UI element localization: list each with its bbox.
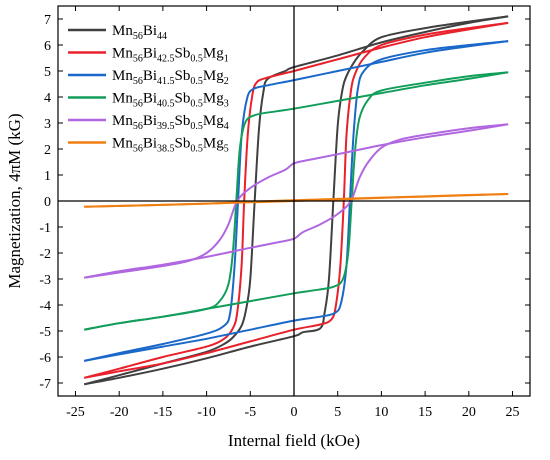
y-tick-label: -1 — [39, 221, 51, 236]
y-tick-label: 5 — [44, 65, 51, 80]
series-4-lower-branch — [84, 71, 509, 331]
x-tick-label: -25 — [66, 405, 85, 420]
x-tick-label: 10 — [374, 405, 388, 420]
y-tick-label: -7 — [39, 377, 51, 392]
legend-label: Mn56Bi39.5Sb0.5Mg4 — [112, 113, 229, 132]
x-tick-label: -10 — [197, 405, 216, 420]
legend-item-6: Mn56Bi38.5Sb0.5Mg5 — [68, 136, 229, 155]
legend-item-4: Mn56Bi40.5Sb0.5Mg3 — [68, 91, 229, 110]
y-tick-label: 3 — [44, 117, 51, 132]
series-2-upper-branch — [83, 21, 509, 379]
series-1-upper-branch — [83, 15, 509, 386]
x-tick-label: 5 — [334, 405, 341, 420]
legend-label: Mn56Bi38.5Sb0.5Mg5 — [112, 136, 229, 155]
series-2-lower-branch — [84, 21, 509, 379]
legend-label: Mn56Bi41.5Sb0.5Mg2 — [112, 68, 229, 87]
x-tick-label: 0 — [291, 405, 298, 420]
series-3-lower-branch — [84, 40, 509, 362]
zero-lines — [58, 6, 530, 396]
y-tick-label: -5 — [39, 325, 51, 340]
series-6 — [84, 192, 509, 208]
x-tick-label: -5 — [244, 405, 256, 420]
y-tick-label: 7 — [44, 13, 51, 28]
legend-item-2: Mn56Bi42.5Sb0.5Mg1 — [68, 46, 229, 65]
legend-label: Mn56Bi44 — [112, 23, 167, 42]
series-3-upper-branch — [84, 40, 509, 362]
legend-label: Mn56Bi42.5Sb0.5Mg1 — [112, 46, 229, 65]
x-tick-label: 15 — [418, 405, 432, 420]
y-tick-label: 4 — [44, 91, 51, 106]
series-1 — [83, 15, 509, 386]
x-tick-label: -20 — [110, 405, 129, 420]
y-axis-title: Magnetization, 4πM (kG) — [5, 113, 24, 288]
legend: Mn56Bi44 Mn56Bi42.5Sb0.5Mg1 Mn56Bi41.5Sb0.… — [68, 23, 229, 155]
x-tick-label: -15 — [154, 405, 173, 420]
series-1-lower-branch — [84, 15, 509, 386]
y-tick-label: 6 — [44, 39, 51, 54]
y-tick-label: -6 — [39, 351, 51, 366]
x-tick-label: 25 — [506, 405, 520, 420]
y-tick-label: 2 — [44, 143, 51, 158]
legend-item-3: Mn56Bi41.5Sb0.5Mg2 — [68, 68, 229, 87]
series-5 — [84, 123, 509, 279]
legend-label: Mn56Bi40.5Sb0.5Mg3 — [112, 91, 229, 110]
series-6-lower-branch — [84, 192, 509, 208]
x-axis-title: Internal field (kOe) — [228, 431, 360, 450]
y-tick-label: 0 — [44, 195, 51, 210]
ticks-layer: -25 -20 -15 -10 -5 0 5 10 15 20 25-7-6-5-4-3-2-101… — [39, 6, 530, 420]
series-3 — [84, 40, 509, 362]
y-tick-label: -4 — [39, 299, 51, 314]
series-5-lower-branch — [84, 123, 509, 279]
y-tick-label: -3 — [39, 273, 51, 288]
series-2 — [83, 21, 509, 379]
curves-layer — [83, 15, 509, 386]
legend-item-5: Mn56Bi39.5Sb0.5Mg4 — [68, 113, 229, 132]
y-tick-label: -2 — [39, 247, 51, 262]
x-tick-label: 20 — [462, 405, 476, 420]
y-tick-label: 1 — [44, 169, 51, 184]
legend-item-1: Mn56Bi44 — [68, 23, 167, 42]
series-4 — [84, 71, 509, 331]
